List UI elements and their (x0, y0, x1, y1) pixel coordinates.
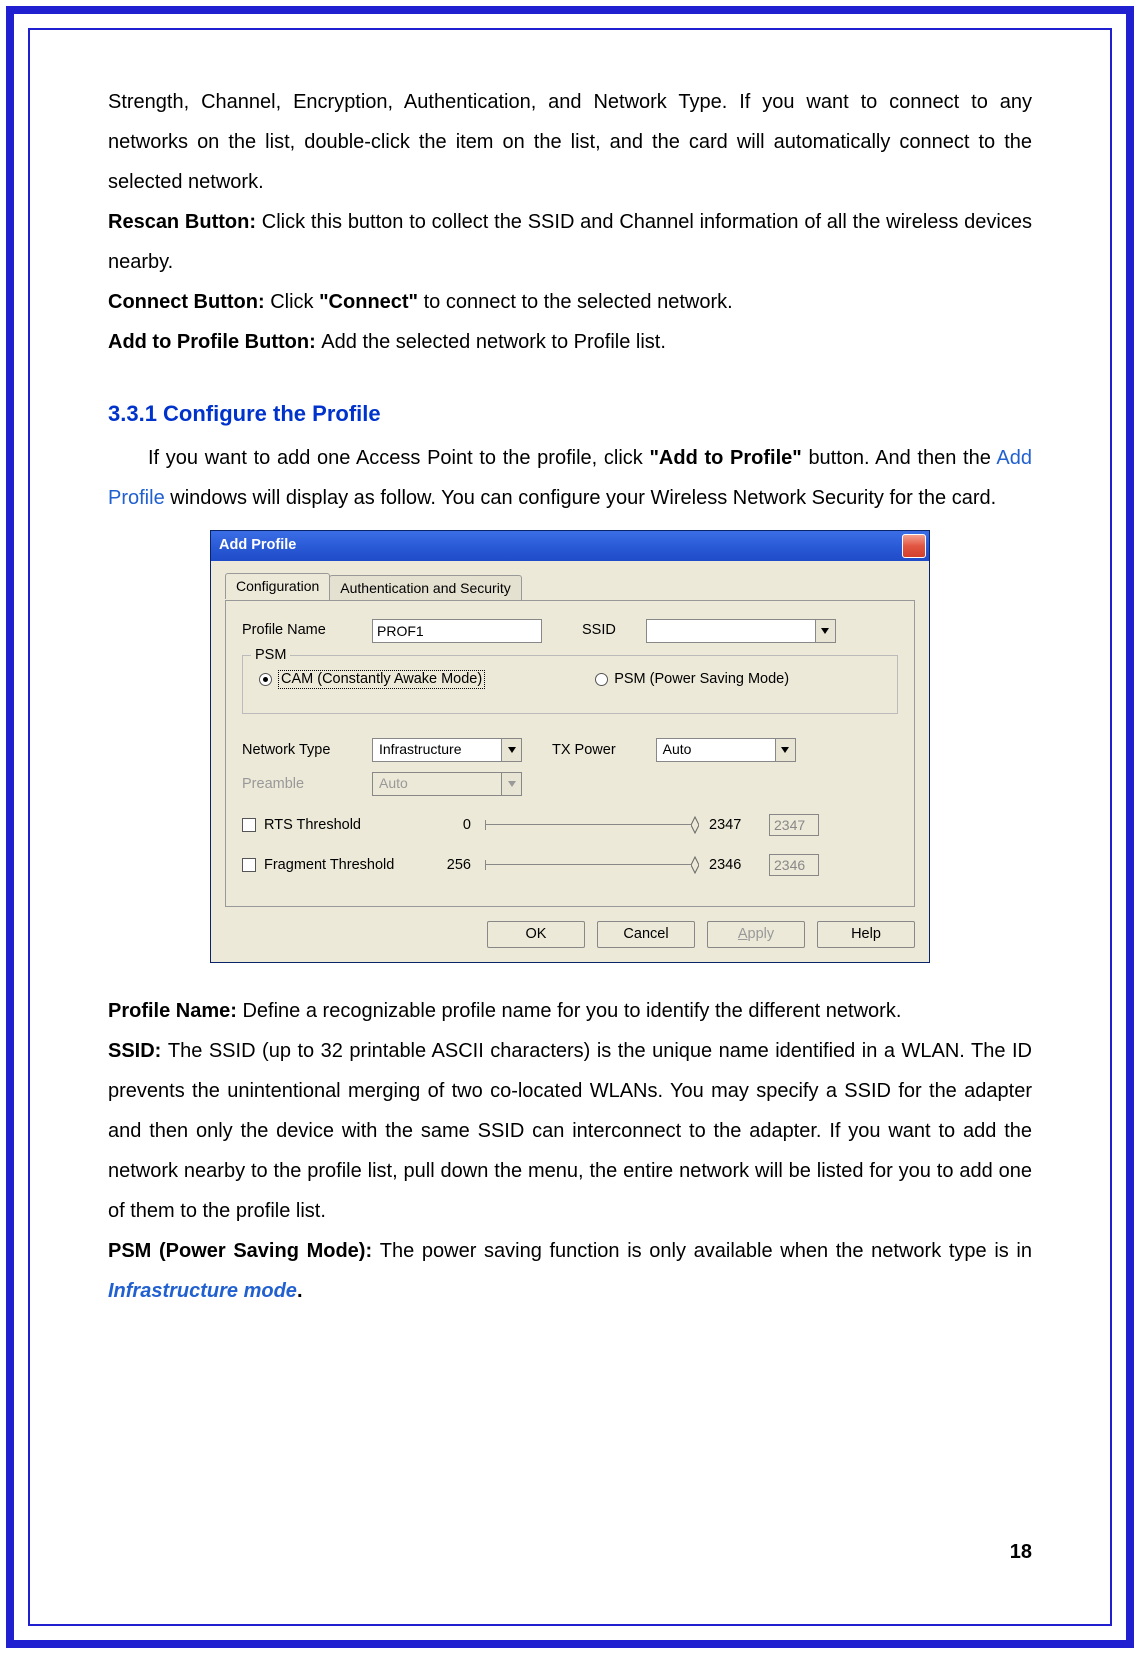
tabstrip: ConfigurationAuthentication and Security (225, 573, 915, 601)
connect-body-2: to connect to the selected network. (418, 291, 733, 313)
help-button[interactable]: Help (817, 921, 915, 948)
ssid-value (647, 620, 815, 642)
profname-body: Define a recognizable profile name for y… (242, 1000, 901, 1022)
slider-thumb-icon (691, 815, 699, 835)
p2-bold: "Add to Profile" (649, 447, 801, 469)
psm-legend: PSM (251, 647, 290, 664)
rts-row: RTS Threshold 0 2347 (242, 814, 898, 836)
psm-body-1: The power saving function is only availa… (380, 1240, 1032, 1262)
tx-power-combo[interactable]: Auto (656, 738, 796, 762)
configure-paragraph: If you want to add one Access Point to t… (108, 438, 1032, 518)
page-content: Strength, Channel, Encryption, Authentic… (108, 82, 1032, 1572)
ssid-paragraph: SSID: The SSID (up to 32 printable ASCII… (108, 1031, 1032, 1231)
frag-row: Fragment Threshold 256 2346 (242, 854, 898, 876)
page-number: 18 (1010, 1532, 1032, 1572)
cancel-button[interactable]: Cancel (597, 921, 695, 948)
intro-paragraph: Strength, Channel, Encryption, Authentic… (108, 82, 1032, 202)
tx-power-label: TX Power (552, 742, 616, 759)
rts-slider[interactable] (485, 820, 695, 830)
rts-max: 2347 (709, 817, 755, 834)
psm-radio-row: CAM (Constantly Awake Mode) PSM (Power S… (259, 670, 881, 689)
p2b: button. And then the (802, 447, 997, 469)
network-type-label: Network Type (242, 742, 372, 759)
dialog-body: ConfigurationAuthentication and Security… (211, 561, 929, 962)
psm-paragraph: PSM (Power Saving Mode): The power savin… (108, 1231, 1032, 1311)
radio-icon (595, 673, 608, 686)
profile-name-row: Profile Name SSID (242, 619, 898, 643)
addprofile-label: Add to Profile Button: (108, 331, 321, 353)
frag-checkbox[interactable] (242, 858, 256, 872)
ok-button[interactable]: OK (487, 921, 585, 948)
network-type-combo[interactable]: Infrastructure (372, 738, 522, 762)
chevron-down-icon (815, 620, 835, 642)
rts-value (769, 814, 819, 836)
rts-checkbox[interactable] (242, 818, 256, 832)
profile-name-paragraph: Profile Name: Define a recognizable prof… (108, 991, 1032, 1031)
ssid-label: SSID (582, 622, 616, 639)
chevron-down-icon (501, 739, 521, 761)
radio-icon (259, 673, 272, 686)
rescan-label: Rescan Button: (108, 211, 262, 233)
rts-min: 0 (431, 817, 471, 834)
network-type-value: Infrastructure (373, 739, 501, 761)
frag-label: Fragment Threshold (264, 857, 394, 874)
chevron-down-icon (501, 773, 521, 795)
frag-min: 256 (431, 857, 471, 874)
rescan-paragraph: Rescan Button: Click this button to coll… (108, 202, 1032, 282)
profname-label: Profile Name: (108, 1000, 242, 1022)
dialog-title: Add Profile (219, 537, 296, 554)
preamble-value: Auto (373, 773, 501, 795)
radio-psm-label: PSM (Power Saving Mode) (614, 671, 789, 688)
ssid-combo[interactable] (646, 619, 836, 643)
dialog-button-row: OK Cancel Apply Help (225, 921, 915, 948)
apply-button: Apply (707, 921, 805, 948)
connect-paragraph: Connect Button: Click "Connect" to conne… (108, 282, 1032, 322)
p2c: windows will display as follow. You can … (165, 487, 996, 509)
section-heading: 3.3.1 Configure the Profile (108, 392, 1032, 436)
connect-bold: "Connect" (319, 291, 418, 313)
psm-fieldset: PSM CAM (Constantly Awake Mode) PSM (Pow… (242, 655, 898, 714)
apply-rest: pply (748, 926, 775, 942)
rts-label: RTS Threshold (264, 817, 361, 834)
dialog-screenshot: Add Profile ConfigurationAuthentication … (210, 530, 930, 963)
profile-name-input[interactable] (372, 619, 542, 643)
profile-name-label: Profile Name (242, 622, 372, 639)
preamble-combo: Auto (372, 772, 522, 796)
radio-cam[interactable]: CAM (Constantly Awake Mode) (259, 670, 485, 689)
addprofile-paragraph: Add to Profile Button: Add the selected … (108, 322, 1032, 362)
preamble-row: Preamble Auto (242, 772, 898, 796)
connect-body-1: Click (270, 291, 319, 313)
apply-accel: A (738, 926, 748, 942)
infrastructure-mode: Infrastructure mode (108, 1280, 297, 1302)
tab-auth-security[interactable]: Authentication and Security (329, 575, 521, 601)
p2a: If you want to add one Access Point to t… (148, 447, 649, 469)
close-button[interactable] (902, 534, 926, 558)
network-type-row: Network Type Infrastructure TX Power Aut… (242, 738, 898, 762)
tab-configuration[interactable]: Configuration (225, 573, 330, 599)
chevron-down-icon (775, 739, 795, 761)
ssid-body: The SSID (up to 32 printable ASCII chara… (108, 1040, 1032, 1222)
add-profile-dialog: Add Profile ConfigurationAuthentication … (210, 530, 930, 963)
preamble-label: Preamble (242, 776, 372, 793)
psm-doclabel: PSM (Power Saving Mode): (108, 1240, 380, 1262)
dialog-titlebar: Add Profile (211, 531, 929, 561)
ssid-doclabel: SSID: (108, 1040, 168, 1062)
frag-slider[interactable] (485, 860, 695, 870)
connect-label: Connect Button: (108, 291, 270, 313)
radio-psm[interactable]: PSM (Power Saving Mode) (595, 670, 789, 689)
frag-max: 2346 (709, 857, 755, 874)
frag-value (769, 854, 819, 876)
slider-thumb-icon (691, 855, 699, 875)
tx-power-value: Auto (657, 739, 775, 761)
tab-panel: Profile Name SSID PSM C (225, 600, 915, 907)
addprofile-body: Add the selected network to Profile list… (321, 331, 666, 353)
psm-body-2: . (297, 1280, 303, 1302)
radio-cam-label: CAM (Constantly Awake Mode) (278, 670, 485, 689)
